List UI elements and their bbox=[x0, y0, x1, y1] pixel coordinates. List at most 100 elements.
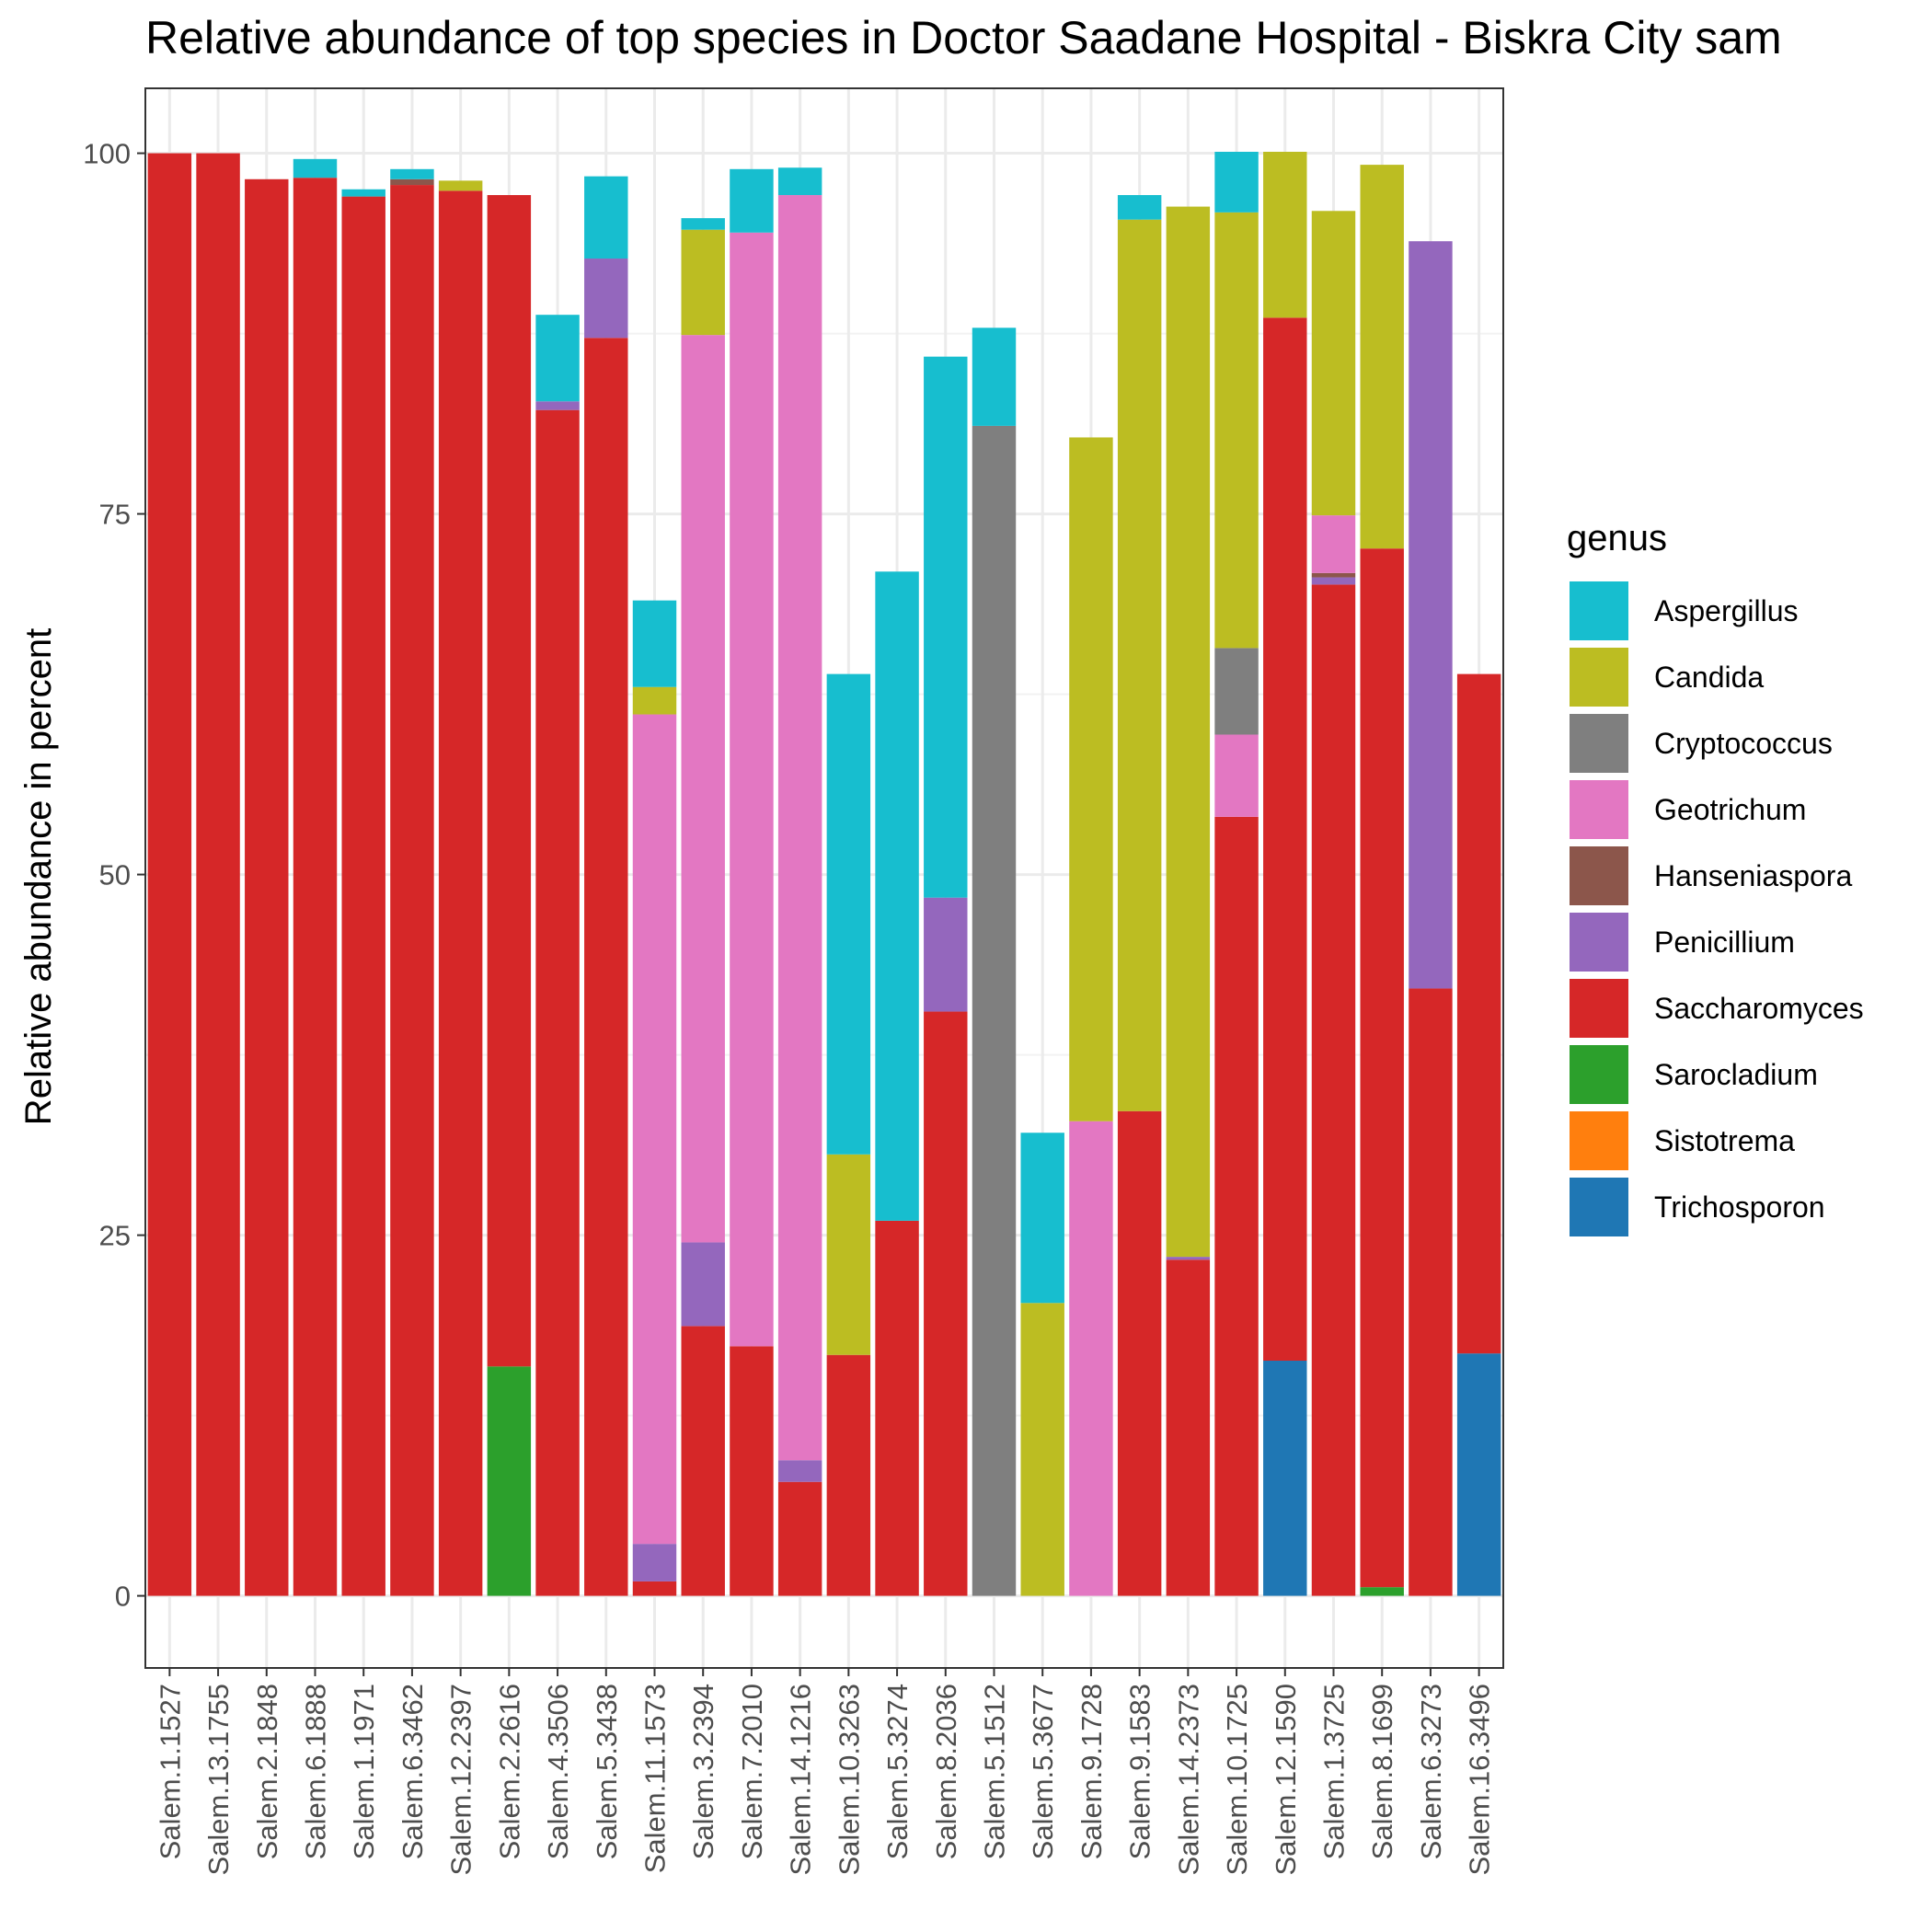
x-tick-label: Salem.3.2394 bbox=[687, 1684, 719, 1859]
y-tick-label: 25 bbox=[99, 1220, 131, 1252]
bar-segment bbox=[875, 1220, 919, 1596]
bar-segment bbox=[1166, 206, 1211, 1258]
bar-segment bbox=[1214, 212, 1259, 649]
x-tick-label: Salem.13.1755 bbox=[202, 1684, 235, 1876]
x-tick-label: Salem.1.3725 bbox=[1318, 1684, 1351, 1859]
bar-segment bbox=[1117, 195, 1162, 220]
x-tick-label: Salem.4.3506 bbox=[542, 1684, 574, 1859]
bar-segment bbox=[535, 315, 580, 402]
bar-segment bbox=[196, 153, 240, 1596]
bar-segment bbox=[1311, 211, 1356, 516]
bar-segment bbox=[1263, 151, 1307, 318]
bar-segment bbox=[1360, 1587, 1404, 1596]
bar-segment bbox=[972, 425, 1017, 1596]
bar-segment bbox=[730, 168, 774, 233]
x-tick-label: Salem.2.1848 bbox=[251, 1684, 283, 1859]
legend-label: Trichosporon bbox=[1654, 1190, 1825, 1224]
bar-segment bbox=[1360, 548, 1404, 1588]
bar-segment bbox=[1214, 151, 1259, 213]
bar-segment bbox=[584, 176, 628, 259]
legend-key bbox=[1570, 648, 1628, 707]
x-tick-label: Salem.8.1699 bbox=[1366, 1684, 1398, 1859]
bar-segment bbox=[1409, 988, 1453, 1596]
bar-segment bbox=[632, 1581, 677, 1596]
x-tick-label: Salem.5.3677 bbox=[1027, 1684, 1059, 1859]
x-tick-label: Salem.2.2616 bbox=[493, 1684, 525, 1859]
bar-segment bbox=[681, 1326, 725, 1596]
bar-segment bbox=[681, 218, 725, 230]
legend-label: Cryptococcus bbox=[1654, 727, 1833, 760]
x-tick-label: Salem.5.3274 bbox=[881, 1684, 914, 1859]
legend-label: Penicillium bbox=[1654, 926, 1795, 959]
legend-title: genus bbox=[1567, 518, 1667, 558]
bar-segment bbox=[1069, 1121, 1113, 1596]
x-tick-label: Salem.5.3438 bbox=[591, 1684, 623, 1859]
bar-segment bbox=[924, 356, 968, 898]
bar-segment bbox=[777, 1460, 822, 1482]
bar-segment bbox=[390, 185, 434, 1596]
bar-segment bbox=[438, 180, 483, 191]
bar-segment bbox=[341, 196, 385, 1596]
bar-segment bbox=[1311, 577, 1356, 585]
bar-segment bbox=[924, 897, 968, 1012]
bar-segment bbox=[1311, 515, 1356, 573]
x-tick-label: Salem.5.1512 bbox=[979, 1684, 1011, 1859]
bar-segment bbox=[1166, 1259, 1211, 1596]
bar-segment bbox=[535, 409, 580, 1596]
bar-segment bbox=[777, 167, 822, 196]
legend-key bbox=[1570, 780, 1628, 839]
bar-segment bbox=[1311, 584, 1356, 1596]
bar-segment bbox=[147, 153, 192, 1596]
legend-label: Hanseniaspora bbox=[1654, 859, 1852, 892]
bar-segment bbox=[924, 1011, 968, 1596]
bar-segment bbox=[632, 600, 677, 687]
bar-segment bbox=[875, 571, 919, 1221]
bar-segment bbox=[487, 1366, 532, 1596]
bar-segment bbox=[972, 328, 1017, 426]
x-tick-label: Salem.6.3462 bbox=[397, 1684, 429, 1859]
x-tick-label: Salem.8.2036 bbox=[930, 1684, 962, 1859]
bar-segment bbox=[487, 195, 532, 1367]
legend-key bbox=[1570, 846, 1628, 905]
legend-label: Geotrichum bbox=[1654, 793, 1806, 826]
x-tick-label: Salem.14.2373 bbox=[1172, 1684, 1204, 1876]
x-tick-label: Salem.16.3496 bbox=[1464, 1684, 1496, 1876]
bar-segment bbox=[535, 401, 580, 410]
legend-label: Sarocladium bbox=[1654, 1058, 1818, 1091]
bar-segment bbox=[1117, 219, 1162, 1111]
x-tick-label: Salem.12.1590 bbox=[1270, 1684, 1302, 1876]
x-tick-label: Salem.6.1888 bbox=[300, 1684, 332, 1859]
bar-segment bbox=[681, 229, 725, 336]
y-tick-label: 0 bbox=[115, 1581, 131, 1613]
legend-label: Aspergillus bbox=[1654, 594, 1799, 627]
bar-segment bbox=[826, 1354, 871, 1596]
bar-segment bbox=[341, 189, 385, 197]
x-tick-label: Salem.10.3263 bbox=[833, 1684, 865, 1876]
bar-segment bbox=[1214, 648, 1259, 735]
bar-segment bbox=[438, 190, 483, 1596]
legend-key bbox=[1570, 979, 1628, 1038]
x-tick-label: Salem.6.3273 bbox=[1415, 1684, 1447, 1859]
bar-segment bbox=[1263, 1361, 1307, 1596]
bar-segment bbox=[293, 178, 338, 1596]
legend-key bbox=[1570, 1178, 1628, 1236]
y-axis: 0 25 50 75 100 bbox=[83, 138, 145, 1613]
bar-segment bbox=[730, 232, 774, 1347]
legend-label: Sistotrema bbox=[1654, 1124, 1795, 1157]
y-tick-label: 75 bbox=[99, 499, 131, 531]
bar-segment bbox=[1263, 317, 1307, 1362]
bar-segment bbox=[777, 1481, 822, 1596]
bar-segment bbox=[1020, 1133, 1064, 1304]
legend: genus Aspergillus Candida Cryptococcus Geot… bbox=[1567, 518, 1864, 1238]
legend-key bbox=[1570, 581, 1628, 640]
bar-segment bbox=[1360, 165, 1404, 549]
bar-segment bbox=[730, 1346, 774, 1596]
bar-segment bbox=[390, 168, 434, 179]
bar-segment bbox=[632, 714, 677, 1545]
y-tick-label: 100 bbox=[83, 138, 131, 170]
bar-segment bbox=[632, 686, 677, 715]
x-tick-label: Salem.7.2010 bbox=[736, 1684, 768, 1859]
bar-segment bbox=[681, 1242, 725, 1327]
bar-segment bbox=[1069, 437, 1113, 1121]
x-tick-label: Salem.10.1725 bbox=[1221, 1684, 1253, 1876]
